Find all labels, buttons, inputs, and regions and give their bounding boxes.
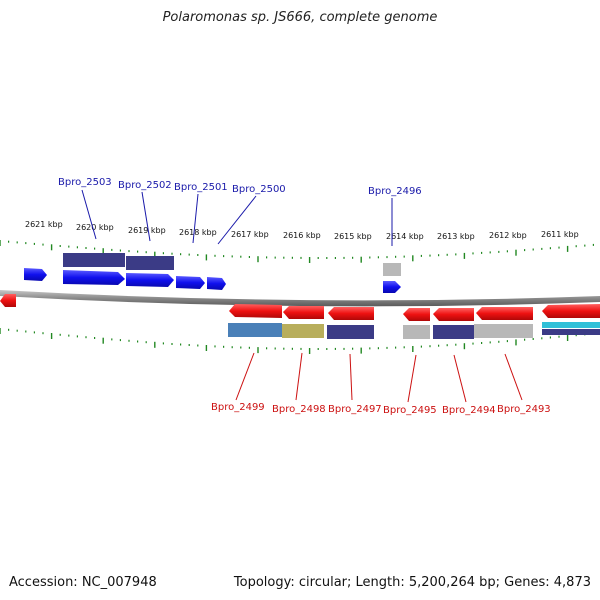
annotation-block — [542, 329, 600, 335]
reverse-gene[interactable] — [328, 307, 374, 320]
leader-line — [453, 354, 467, 403]
tick-label: 2612 kbp — [489, 231, 527, 240]
gene-label[interactable]: Bpro_2499 — [211, 402, 265, 413]
gene-label[interactable]: Bpro_2500 — [232, 184, 286, 195]
leader-line — [349, 353, 353, 401]
annotation-block — [228, 323, 282, 337]
gene-label[interactable]: Bpro_2502 — [118, 180, 172, 191]
tick-label: 2613 kbp — [437, 232, 475, 241]
genome-backbone — [0, 290, 600, 307]
annotation-block — [327, 325, 374, 339]
reverse-gene[interactable] — [403, 308, 430, 321]
gene-label[interactable]: Bpro_2498 — [272, 404, 326, 415]
forward-gene[interactable] — [207, 277, 226, 290]
leader-line — [217, 195, 257, 245]
tick-label: 2614 kbp — [386, 232, 424, 241]
annotation-block — [433, 325, 474, 339]
gene-label[interactable]: Bpro_2497 — [328, 404, 382, 415]
top-tick-labels: 2621 kbp 2620 kbp 2619 kbp 2618 kbp 2617… — [25, 220, 579, 241]
gene-label[interactable]: Bpro_2495 — [383, 405, 437, 416]
gene-label[interactable]: Bpro_2493 — [497, 404, 551, 415]
forward-gene[interactable] — [24, 268, 47, 281]
reverse-annotation-track — [228, 322, 600, 339]
gene-label[interactable]: Bpro_2494 — [442, 405, 496, 416]
reverse-gene[interactable] — [229, 304, 282, 318]
tick-label: 2620 kbp — [76, 223, 114, 232]
accession-text: Accession: NC_007948 — [9, 575, 157, 590]
forward-gene-track — [24, 268, 401, 293]
tick-label: 2616 kbp — [283, 231, 321, 240]
reverse-gene[interactable] — [283, 306, 324, 319]
tick-label: 2619 kbp — [128, 226, 166, 235]
gene-label[interactable]: Bpro_2503 — [58, 177, 112, 188]
reverse-gene[interactable] — [433, 308, 474, 321]
reverse-label-leaders — [235, 352, 523, 403]
leader-line — [141, 191, 151, 242]
gene-label[interactable]: Bpro_2496 — [368, 186, 422, 197]
annotation-block — [282, 324, 324, 338]
forward-gene[interactable] — [63, 270, 125, 285]
reverse-gene[interactable] — [542, 304, 600, 318]
tick-label: 2617 kbp — [231, 230, 269, 239]
annotation-block — [383, 263, 401, 276]
forward-gene[interactable] — [176, 276, 205, 289]
topology-text: Topology: circular; Length: 5,200,264 bp… — [233, 575, 591, 590]
tick-label: 2615 kbp — [334, 232, 372, 241]
forward-label-leaders — [81, 189, 393, 246]
forward-gene[interactable] — [383, 281, 401, 293]
leader-line — [192, 193, 199, 244]
leader-line — [504, 353, 523, 401]
annotation-block — [474, 324, 533, 338]
reverse-gene-labels: Bpro_2499 Bpro_2498 Bpro_2497 Bpro_2495 … — [211, 402, 551, 416]
forward-annotation-track — [63, 253, 401, 276]
annotation-block — [403, 325, 430, 339]
annotation-block — [542, 322, 600, 328]
reverse-gene[interactable] — [476, 307, 533, 320]
top-ruler: 2621 kbp 2620 kbp 2619 kbp 2618 kbp 2617… — [0, 220, 595, 263]
forward-gene-labels: Bpro_2503 Bpro_2502 Bpro_2501 Bpro_2500 … — [58, 177, 422, 197]
tick-label: 2611 kbp — [541, 230, 579, 239]
tick-label: 2618 kbp — [179, 228, 217, 237]
forward-gene[interactable] — [126, 273, 174, 287]
bottom-tick-marks — [0, 328, 595, 354]
reverse-gene-track — [0, 294, 600, 321]
annotation-block — [126, 256, 174, 270]
gene-label[interactable]: Bpro_2501 — [174, 182, 228, 193]
leader-line — [295, 352, 303, 401]
leader-line — [235, 352, 255, 401]
leader-line — [407, 354, 417, 403]
reverse-gene[interactable] — [0, 294, 16, 307]
annotation-block — [63, 253, 125, 267]
tick-label: 2621 kbp — [25, 220, 63, 229]
genome-title: Polaromonas sp. JS666, complete genome — [162, 10, 438, 25]
leader-line — [81, 189, 97, 240]
